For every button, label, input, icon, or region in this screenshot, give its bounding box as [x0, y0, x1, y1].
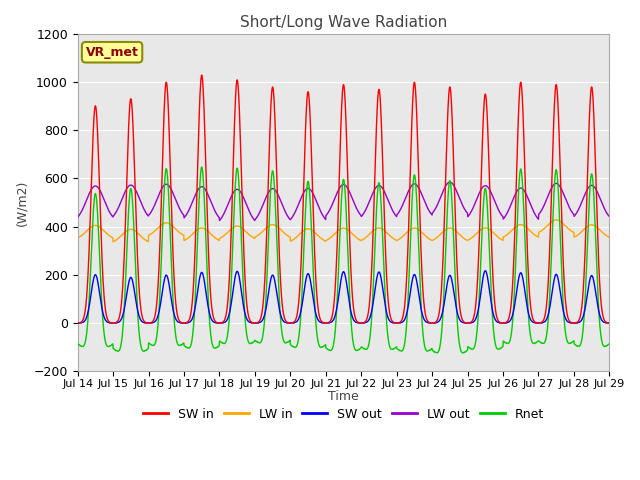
Y-axis label: (W/m2): (W/m2)	[15, 180, 28, 226]
X-axis label: Time: Time	[328, 390, 359, 403]
Text: VR_met: VR_met	[86, 46, 138, 59]
Legend: SW in, LW in, SW out, LW out, Rnet: SW in, LW in, SW out, LW out, Rnet	[138, 403, 549, 426]
Title: Short/Long Wave Radiation: Short/Long Wave Radiation	[240, 15, 447, 30]
